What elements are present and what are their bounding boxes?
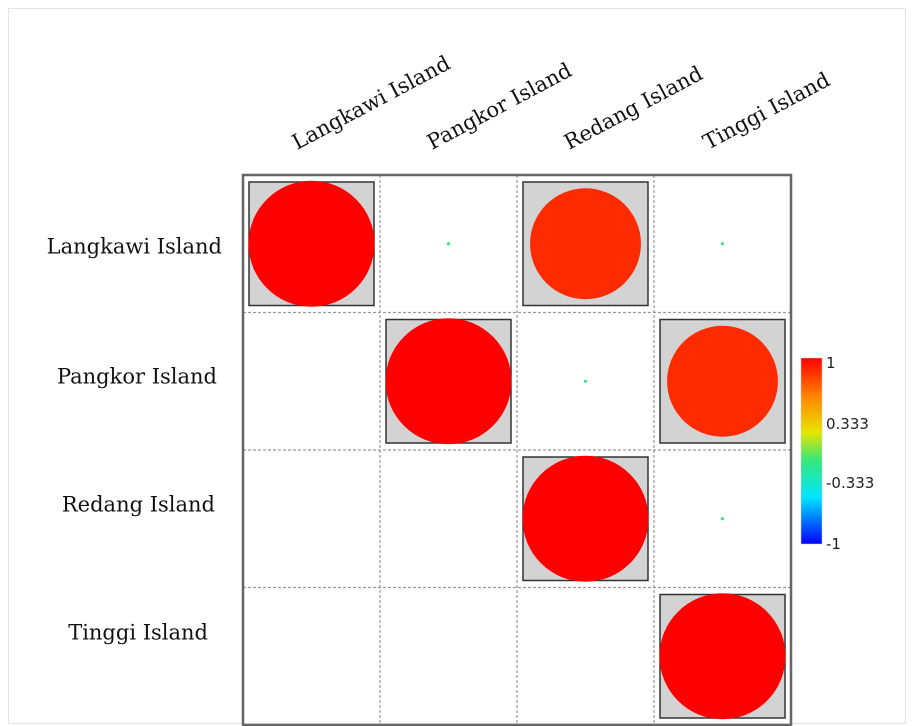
correlation-circle	[248, 180, 375, 307]
row-label: Redang Island	[62, 493, 215, 517]
chart-frame	[8, 8, 906, 724]
correlation-circle	[583, 379, 588, 383]
row-label: Pangkor Island	[57, 365, 217, 389]
correlation-circle	[385, 318, 512, 445]
legend-tick-label: -0.333	[826, 474, 874, 492]
matrix-border	[241, 173, 793, 726]
row-label: Langkawi Island	[47, 235, 222, 259]
column-label: Tinggi Island	[699, 68, 834, 155]
legend-tick-label: 0.333	[826, 415, 869, 433]
column-label: Redang Island	[560, 61, 706, 154]
legend-tick-label: -1	[826, 535, 841, 553]
legend-colorbar	[800, 357, 823, 545]
matrix-cells	[248, 180, 786, 720]
matrix-grid	[243, 175, 791, 725]
correlation-circle	[522, 455, 649, 582]
row-label: Tinggi Island	[68, 621, 208, 645]
legend-tick-label: 1	[826, 354, 836, 372]
correlation-circle	[530, 188, 641, 300]
correlation-circle	[720, 517, 725, 521]
column-labels: Langkawi Island Pangkor Island Redang Is…	[288, 51, 834, 155]
correlation-circle	[446, 242, 451, 246]
color-legend: 1 0.333 -0.333 -1	[800, 354, 874, 553]
correlation-circle	[667, 325, 778, 437]
correlation-circle	[720, 242, 725, 246]
row-labels: Langkawi Island Pangkor Island Redang Is…	[47, 235, 222, 645]
correlation-circle	[659, 593, 786, 720]
